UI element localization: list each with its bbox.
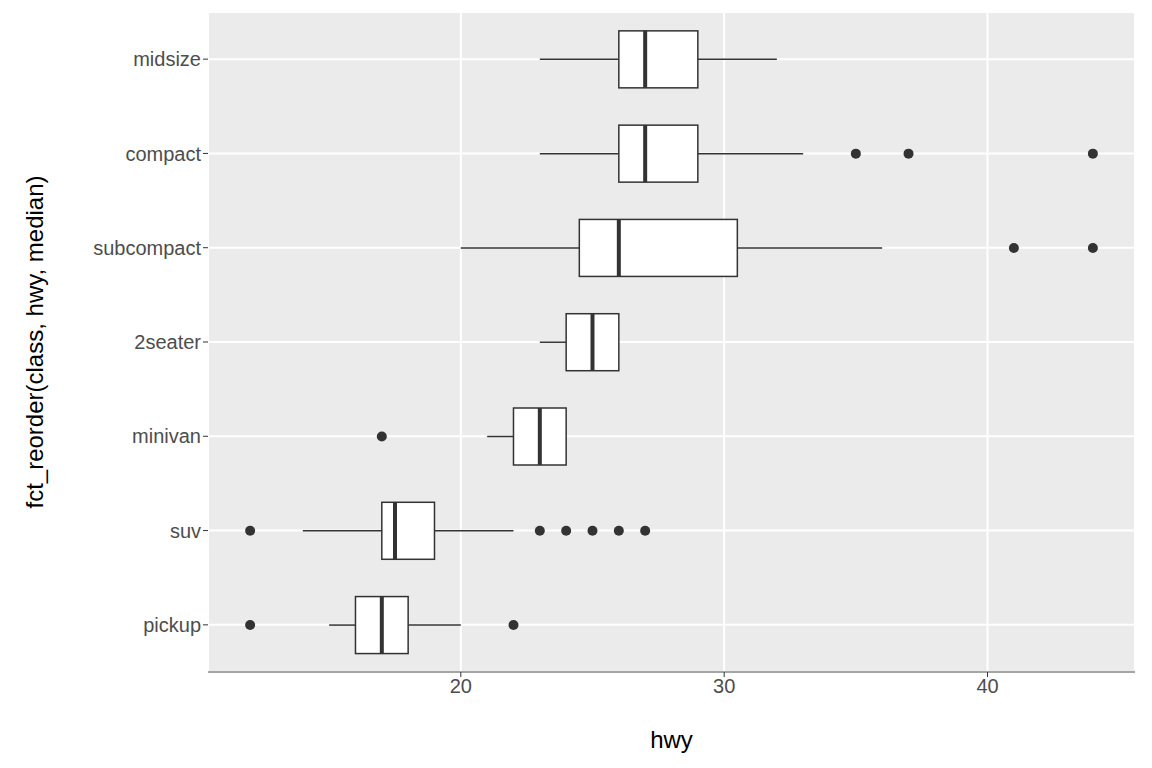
svg-text:midsize: midsize xyxy=(133,48,201,70)
svg-text:20: 20 xyxy=(450,675,472,697)
svg-text:2seater: 2seater xyxy=(134,331,201,353)
svg-text:compact: compact xyxy=(125,143,201,165)
svg-text:pickup: pickup xyxy=(143,614,201,636)
svg-text:30: 30 xyxy=(713,675,735,697)
svg-text:suv: suv xyxy=(170,520,201,542)
svg-text:40: 40 xyxy=(976,675,998,697)
html-text:hwy: hwy xyxy=(650,726,693,753)
html-text:fct_reorder(class, hwy, median: fct_reorder(class, hwy, median) xyxy=(21,175,48,509)
svg-text:minivan: minivan xyxy=(132,425,201,447)
svg-text:subcompact: subcompact xyxy=(93,237,201,259)
